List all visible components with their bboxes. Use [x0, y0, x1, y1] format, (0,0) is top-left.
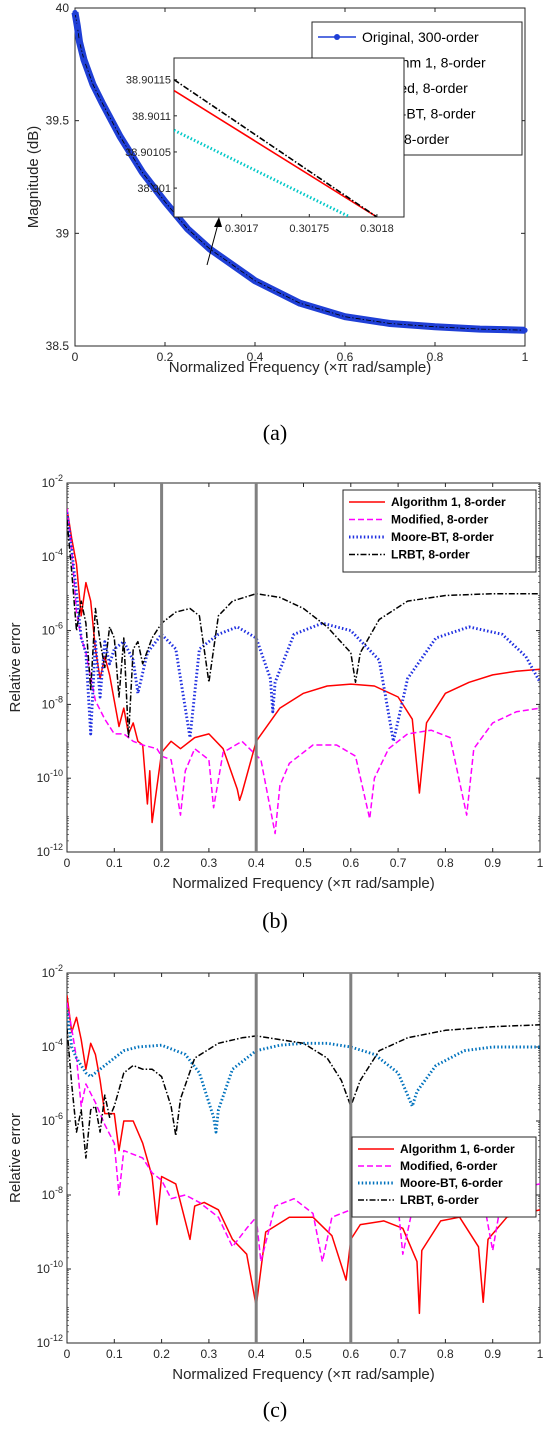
x-tick-label: 0.2: [157, 350, 174, 364]
x-tick-label: 0.2: [153, 1347, 170, 1361]
y-tick-label: 10-10: [37, 768, 63, 785]
x-tick-label: 0.1: [106, 1347, 123, 1361]
y-tick-label: 10-8: [42, 694, 63, 711]
y-tick-label: 10-2: [42, 473, 63, 490]
x-tick-label: 0: [64, 1347, 71, 1361]
y-axis-label: Relative error: [7, 1113, 24, 1203]
caption-a: (a): [263, 420, 287, 445]
x-tick-label: 0.8: [427, 350, 444, 364]
x-tick-label: 0.4: [247, 350, 264, 364]
legend-label: Moore-BT, 8-order: [391, 530, 494, 544]
data-point: [72, 9, 78, 16]
x-tick-label: 0: [72, 350, 79, 364]
x-tick-label: 0.6: [342, 1347, 359, 1361]
caption-c: (c): [263, 1397, 287, 1422]
x-tick-label: 0.8: [437, 856, 454, 870]
inset-x-label: 0.3017: [225, 223, 259, 235]
inset-x-label: 0.30175: [289, 223, 329, 235]
data-point: [74, 23, 80, 29]
y-tick-label: 10-10: [37, 1259, 63, 1276]
x-tick-label: 0.7: [390, 1347, 407, 1361]
series-line-1: [67, 508, 540, 835]
x-tick-label: 1: [537, 1347, 544, 1361]
x-tick-label: 0.4: [248, 1347, 265, 1361]
x-tick-label: 0.4: [248, 856, 265, 870]
arrow-head: [214, 217, 222, 227]
legend-label: Modified, 6-order: [400, 1159, 498, 1173]
panel-c: 0 0.1 0.2 0.3 0.4 0.5 0.6 0.7 0.8 0.9 1 10-12 10-10 1…: [7, 963, 544, 1422]
x-tick-label: 0.5: [295, 1347, 312, 1361]
data-point: [81, 57, 87, 63]
series-line-2: [67, 1009, 540, 1134]
inset-line: [174, 79, 378, 217]
legend-label: Algorithm 1, 6-order: [400, 1142, 515, 1156]
inset-series: [174, 79, 378, 217]
legend-label: Original, 300-order: [362, 29, 479, 45]
series-line-3: [67, 1024, 540, 1159]
legend-label: Algorithm 1, 8-order: [391, 495, 506, 509]
x-tick-label: 0.9: [484, 856, 501, 870]
inset-line: [174, 128, 351, 217]
series-line-2: [67, 512, 540, 743]
x-tick-label: 0.3: [201, 856, 218, 870]
y-tick-label: 10-4: [42, 547, 63, 564]
y-axis-label: Relative error: [7, 622, 24, 712]
caption-b: (b): [262, 908, 288, 933]
series-line-0: [67, 995, 540, 1315]
legend-label: Modified, 8-order: [391, 513, 489, 527]
panel-b: 0 0.1 0.2 0.3 0.4 0.5 0.6 0.7 0.8 0.9 1 10-12 10-10 1…: [7, 473, 544, 933]
legend-marker: [334, 34, 340, 40]
inset-y-label: 38.90115: [126, 75, 171, 87]
series-lrbt: [74, 12, 526, 331]
y-tick-label: 10-4: [42, 1037, 63, 1054]
x-tick-label: 0.6: [337, 350, 354, 364]
x-tick-label: 0.3: [201, 1347, 218, 1361]
legend-label: LRBT, 6-order: [400, 1193, 479, 1207]
x-axis-label: Normalized Frequency (×π rad/sample): [169, 359, 432, 376]
x-tick-label: 0.1: [106, 856, 123, 870]
legend-label: Moore-BT, 6-order: [400, 1176, 503, 1190]
y-tick-label: 39: [56, 226, 70, 240]
y-tick-label: 10-6: [42, 1111, 63, 1128]
x-tick-label: 1: [522, 350, 529, 364]
x-tick-label: 0.7: [390, 856, 407, 870]
inset-line: [174, 89, 378, 217]
y-tick-label: 10-12: [37, 1333, 63, 1350]
y-tick-label: 40: [56, 1, 70, 15]
x-tick-label: 0.8: [437, 1347, 454, 1361]
x-tick-label: 0.9: [484, 1347, 501, 1361]
y-tick-label: 10-2: [42, 963, 63, 980]
y-axis-label: Magnitude (dB): [25, 126, 42, 229]
inset-area: [173, 57, 405, 218]
y-tick-label: 10-12: [37, 842, 63, 859]
data-point: [76, 39, 83, 45]
x-tick-label: 0: [64, 856, 71, 870]
x-tick-label: 1: [537, 856, 544, 870]
data-point: [522, 327, 528, 333]
y-tick-label: 10-6: [42, 621, 63, 638]
legend-box: [342, 489, 537, 573]
inset-y-label: 38.90105: [125, 147, 171, 159]
y-tick-label: 10-8: [42, 1185, 63, 1202]
arrow-line: [206, 223, 219, 266]
y-tick-label: 38.5: [46, 339, 70, 353]
legend-box: [351, 1136, 537, 1218]
panel-a: 0 0.2 0.4 0.6 0.8 1 38.5 39 39.5 40 Normalized Fre…: [25, 1, 529, 445]
y-tick-label: 39.5: [46, 114, 70, 128]
x-tick-label: 0.6: [342, 856, 359, 870]
x-tick-label: 0.5: [295, 856, 312, 870]
inset-x-label: 0.3018: [360, 223, 394, 235]
inset-y-label: 38.9011: [132, 111, 171, 123]
legend-label: LRBT, 8-order: [391, 548, 470, 562]
x-tick-label: 0.2: [153, 856, 170, 870]
x-axis-label: Normalized Frequency (×π rad/sample): [172, 875, 435, 892]
inset-y-label: 38.901: [137, 183, 171, 195]
x-axis-label: Normalized Frequency (×π rad/sample): [172, 1366, 435, 1383]
